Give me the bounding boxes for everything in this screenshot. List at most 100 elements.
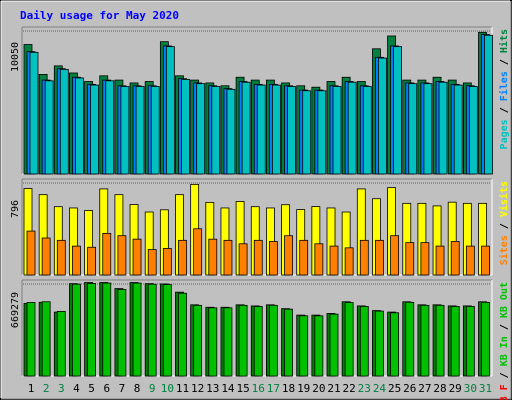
bar-kbytes-kb-in-day-22-fill (344, 302, 354, 377)
bar-kbytes-kb-in-day-23-fill (359, 306, 369, 377)
panel-hits-legend-item-1: Files (498, 71, 510, 101)
bar-kbytes-kb-in-day-8 (132, 282, 142, 377)
panel-hits: 10050 Pages / Files / Hits (10, 26, 510, 175)
bar-hits-pages-day-29-fill (453, 84, 463, 175)
bar-visits-sites-day-18-fill (284, 235, 293, 276)
bar-hits-pages-day-2-fill (44, 80, 54, 175)
panel-hits-legend-item-2: Hits (498, 29, 510, 53)
panel-visits-legend-item-0: Sites (498, 235, 510, 265)
bar-visits-sites-day-9-fill (147, 249, 157, 276)
bar-kbytes-kb-in-day-19-fill (299, 315, 309, 377)
bar-hits-pages-day-26 (408, 83, 418, 175)
bar-visits-sites-day-5 (87, 246, 96, 276)
bar-hits-pages-day-4 (75, 77, 84, 175)
bar-hits-pages-day-9-fill (150, 86, 160, 175)
x-tick-label: 31 (479, 382, 492, 395)
bar-visits-sites-day-5-fill (87, 246, 96, 276)
bar-hits-pages-day-1 (29, 51, 39, 175)
panel-hits-legend: Pages / Files / Hits (498, 29, 510, 149)
bar-hits-pages-day-24 (378, 57, 387, 175)
x-tick-label: 15 (236, 382, 249, 395)
bar-hits-pages-day-5 (90, 84, 99, 175)
bar-kbytes-kb-in-day-13 (208, 307, 218, 377)
x-tick-label: 22 (343, 382, 356, 395)
bar-hits-pages-day-23-fill (362, 86, 372, 175)
bar-visits-sites-day-4 (72, 245, 81, 276)
bar-visits-sites-day-6-fill (102, 232, 112, 276)
bar-hits-pages-day-25-fill (393, 46, 403, 175)
bar-kbytes-kb-in-day-20-fill (314, 315, 324, 377)
bar-visits-sites-day-15-fill (238, 243, 248, 276)
x-tick-label: 7 (119, 382, 126, 395)
bar-visits-sites-day-18 (284, 235, 293, 276)
bar-visits-sites-day-9 (147, 249, 157, 276)
bar-kbytes-kb-in-day-21-fill (329, 313, 339, 377)
bar-kbytes-kb-in-day-7 (117, 288, 127, 377)
bar-visits-sites-day-25 (390, 235, 400, 276)
x-tick-label: 27 (418, 382, 431, 395)
bar-kbytes-kb-in-day-28-fill (435, 304, 445, 377)
bar-kbytes-kb-in-day-10-fill (162, 284, 172, 377)
bar-kbytes-kb-in-day-14 (223, 307, 233, 377)
bar-kbytes-kb-in-day-11 (178, 292, 187, 377)
bar-visits-sites-day-31 (481, 245, 490, 276)
bar-kbytes-kb-in-day-27-fill (420, 304, 430, 377)
bar-kbytes-kb-in-day-18 (284, 308, 293, 377)
bar-hits-pages-day-10-fill (165, 46, 175, 175)
bar-visits-sites-day-24-fill (375, 239, 384, 276)
bar-kbytes-kb-in-day-15-fill (238, 304, 248, 377)
x-tick-label: 13 (206, 382, 219, 395)
bar-visits-sites-day-8-fill (132, 238, 142, 276)
bar-kbytes-kb-in-day-27 (420, 304, 430, 377)
bar-kbytes-kb-in-day-15 (238, 304, 248, 377)
bar-kbytes-kb-in-day-21 (329, 313, 339, 377)
bar-hits-pages-day-8 (135, 86, 145, 175)
bar-kbytes-kb-in-day-31-fill (481, 301, 490, 377)
bar-visits-sites-day-21-fill (329, 245, 339, 276)
bar-visits-sites-day-28 (435, 245, 445, 276)
panel-hits-legend-item-0: Pages (499, 119, 510, 149)
bar-kbytes-kb-in-day-17-fill (268, 304, 278, 377)
panel-visits-legend-sep-1: / (499, 217, 510, 235)
bar-kbytes-kb-in-day-30-fill (465, 306, 475, 377)
bar-hits-pages-day-5-fill (90, 84, 99, 175)
x-tick-label: 1 (28, 382, 35, 395)
bar-visits-sites-day-8 (132, 238, 142, 276)
bar-visits-sites-day-22-fill (344, 247, 354, 276)
bar-visits-sites-day-17 (268, 241, 278, 276)
bar-kbytes-kb-in-day-14-fill (223, 307, 233, 377)
bar-hits-pages-day-27-fill (423, 83, 433, 175)
x-tick-label: 9 (149, 382, 156, 395)
bar-kbytes-kb-in-day-29-fill (450, 306, 460, 377)
x-tick-label: 20 (312, 382, 325, 395)
bar-kbytes-kb-in-day-17 (268, 304, 278, 377)
bar-hits-pages-day-6 (105, 80, 115, 175)
x-tick-label: 21 (327, 382, 340, 395)
x-tick-label: 25 (388, 382, 401, 395)
panel-kbytes-legend-sep-1: / (499, 366, 510, 384)
bar-visits-sites-day-15 (238, 243, 248, 276)
bar-hits-pages-day-16 (256, 84, 266, 175)
bar-hits-pages-day-29 (453, 84, 463, 175)
bar-hits-pages-day-9 (150, 86, 160, 175)
bar-visits-sites-day-24 (375, 239, 384, 276)
x-tick-label: 2 (43, 382, 50, 395)
bar-hits-pages-day-22 (347, 81, 357, 175)
bar-visits-sites-day-2 (41, 237, 51, 276)
bar-kbytes-kb-in-day-24-fill (375, 310, 384, 377)
bar-visits-sites-day-20-fill (314, 243, 324, 276)
bar-kbytes-kb-in-day-10 (162, 284, 172, 377)
bar-hits-pages-day-3 (59, 69, 69, 175)
panel-kbytes-legend-item-0: KB F (499, 384, 510, 400)
bar-visits-sites-day-11 (178, 239, 187, 276)
x-tick-label: 5 (88, 382, 95, 395)
bar-hits-pages-day-21-fill (332, 86, 342, 175)
x-tick-label: 6 (103, 382, 110, 395)
bar-visits-sites-day-4-fill (72, 245, 81, 276)
bar-hits-pages-day-19-fill (302, 90, 312, 175)
bar-visits-sites-day-13-fill (208, 238, 218, 276)
bar-visits-sites-day-14-fill (223, 239, 233, 276)
bar-visits-sites-day-21 (329, 245, 339, 276)
bar-visits-sites-day-16 (253, 239, 263, 276)
